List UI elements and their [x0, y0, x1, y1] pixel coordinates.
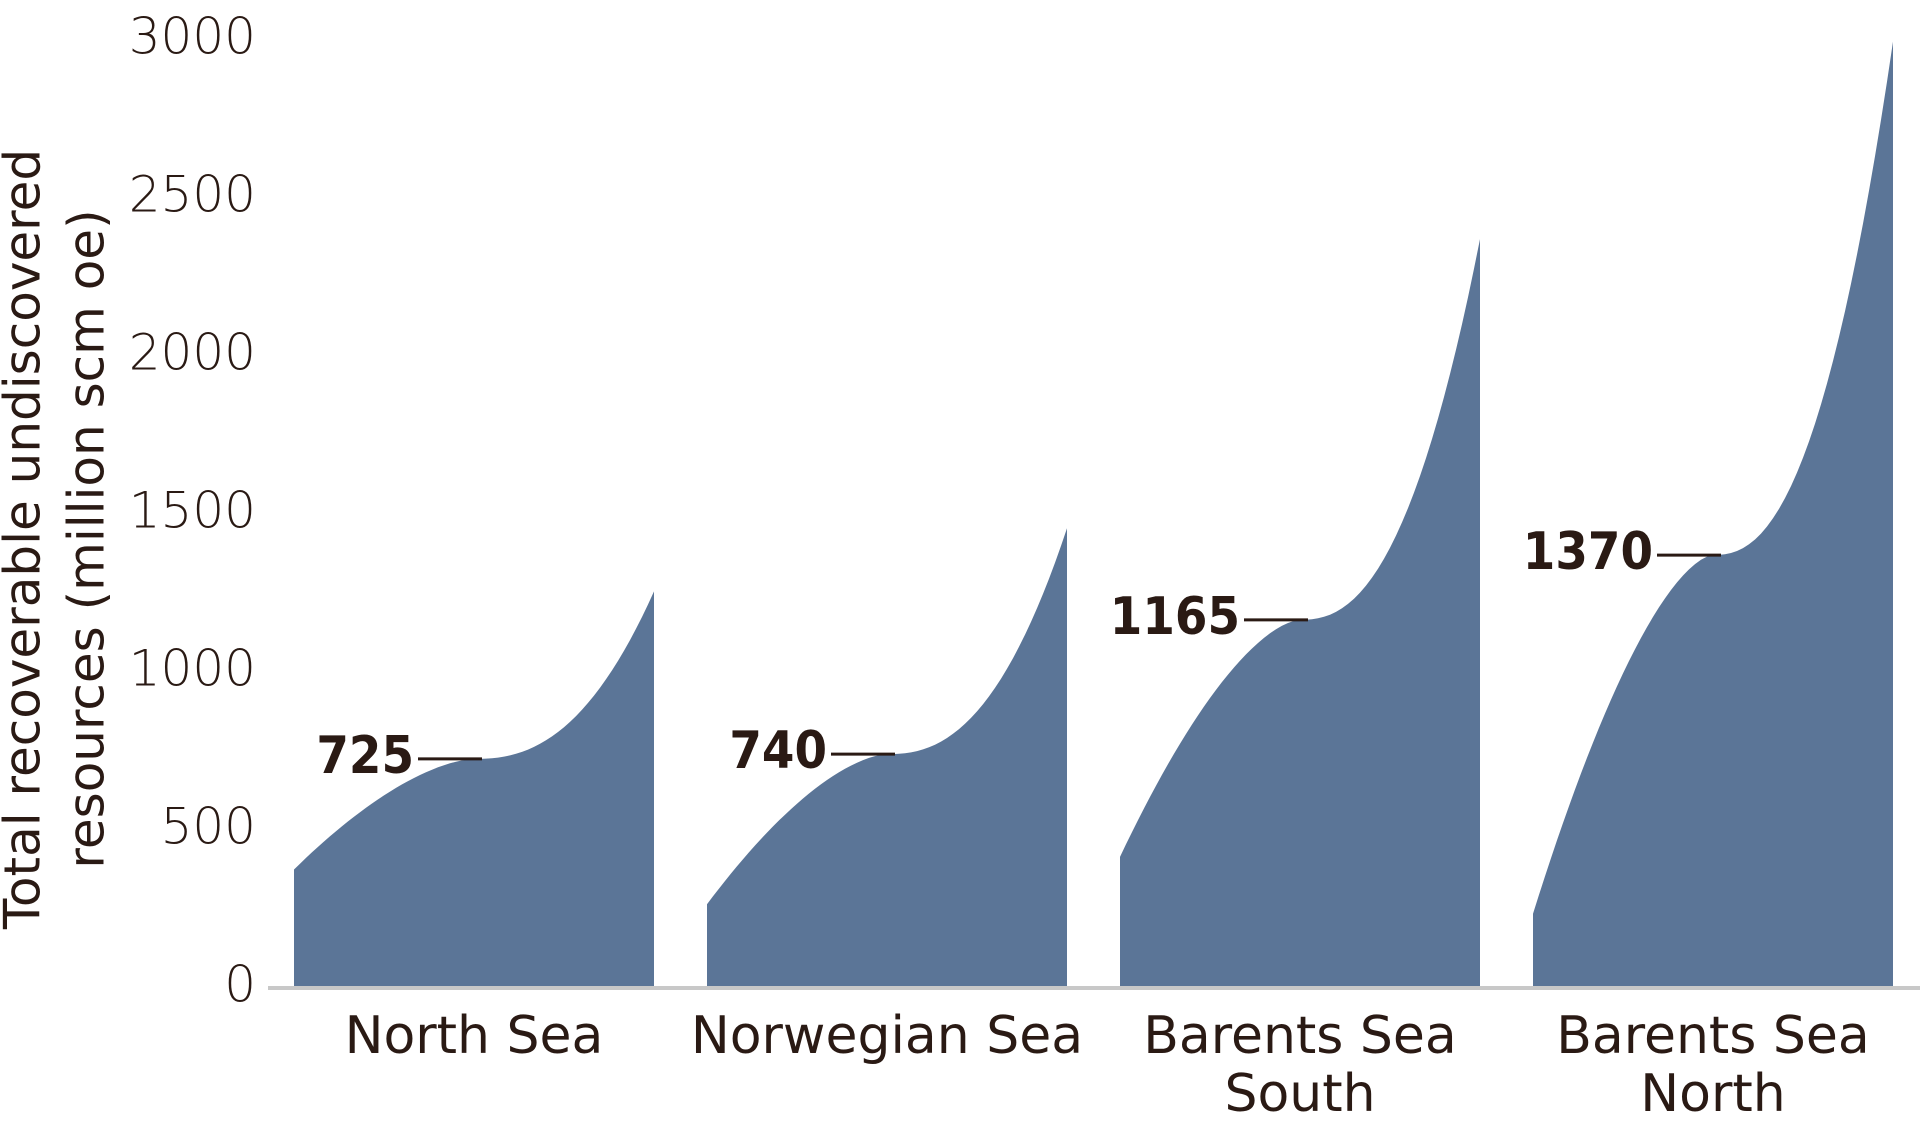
y-axis-title-line-1: Total recoverable undiscovered: [0, 149, 52, 930]
area-1: [294, 591, 654, 988]
category-label: Barents Sea: [1143, 1006, 1457, 1066]
area-3: [1120, 239, 1480, 989]
category-label: South: [1224, 1064, 1375, 1124]
expected-value-label: 1165: [1110, 587, 1240, 647]
y-tick-label: 2500: [129, 166, 256, 224]
expected-value-label: 740: [729, 721, 827, 781]
category-label: North Sea: [345, 1006, 604, 1066]
category-label: Barents Sea: [1556, 1006, 1870, 1066]
area-4: [1533, 41, 1893, 989]
category-labels: North Sea Norwegian Sea Barents SeaSouthBa…: [345, 1006, 1870, 1124]
expected-value-label: 1370: [1523, 522, 1653, 582]
y-tick-label: 1000: [129, 640, 256, 698]
y-tick-label: 3000: [129, 8, 256, 66]
y-axis-title-line-2: resources (million scm oe): [58, 209, 116, 868]
expected-value-labels: 725 740 1165 1370: [316, 522, 1721, 786]
series-areas: [294, 41, 1893, 989]
y-tick-label: 0: [224, 956, 256, 1014]
category-label: North: [1640, 1064, 1785, 1124]
y-axis-ticks: 0 500 1000 1500 2000 2500 3000: [129, 8, 256, 1014]
y-axis-title: Total recoverable undiscovered resources …: [0, 149, 116, 930]
y-tick-label: 2000: [129, 324, 256, 382]
y-tick-label: 1500: [129, 482, 256, 540]
expected-value-label: 725: [316, 726, 414, 786]
y-tick-label: 500: [161, 798, 256, 856]
category-label: Norwegian Sea: [691, 1006, 1083, 1066]
area-2: [707, 528, 1067, 988]
